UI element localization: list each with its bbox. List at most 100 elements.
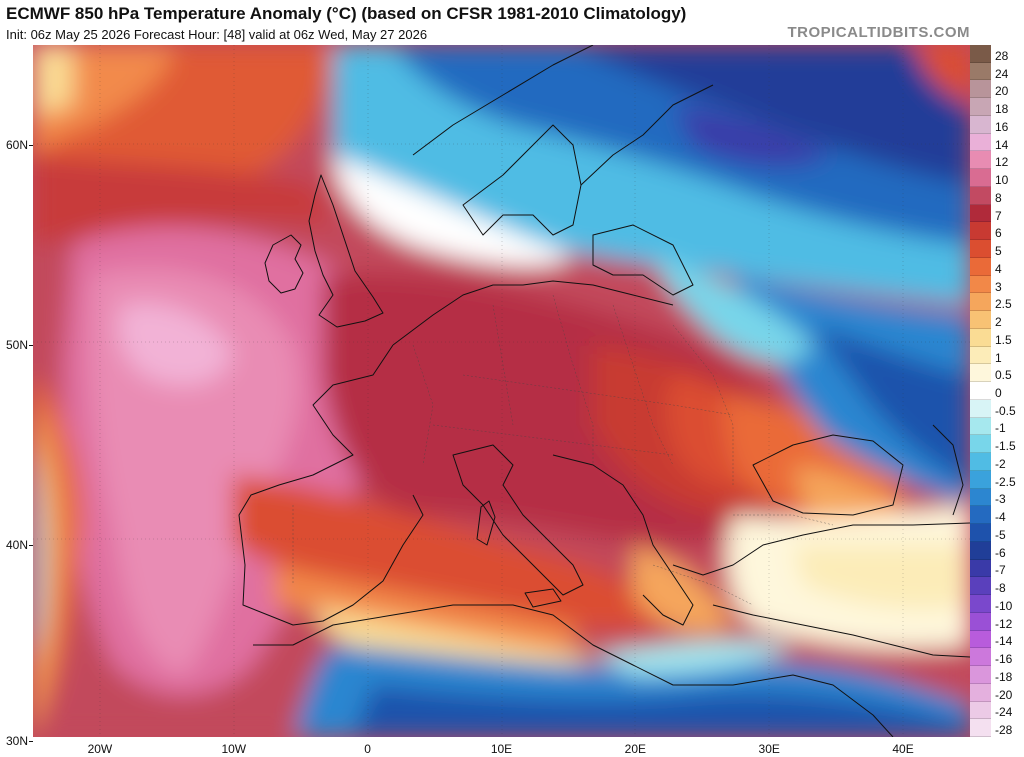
lat-tick: [29, 741, 33, 742]
colorbar-label: -4: [995, 510, 1006, 525]
colorbar-label: -28: [995, 723, 1013, 738]
colorbar-label: 4: [995, 261, 1002, 276]
colorbar-label: -16: [995, 652, 1013, 667]
lat-tick: [29, 145, 33, 146]
colorbar-label: 12: [995, 155, 1009, 170]
colorbar-swatch: [970, 151, 991, 170]
graticule: [33, 45, 970, 737]
colorbar-swatch: [970, 328, 991, 347]
colorbar-swatch: [970, 399, 991, 418]
colorbar-label: -3: [995, 492, 1006, 507]
colorbar-swatch: [970, 612, 991, 631]
colorbar-label: -24: [995, 705, 1013, 720]
colorbar-swatch: [970, 630, 991, 649]
colorbar-label: -6: [995, 545, 1006, 560]
colorbar-swatch: [970, 186, 991, 205]
lon-label-20e: 20E: [624, 742, 647, 756]
colorbar-label: 1: [995, 350, 1002, 365]
colorbar-swatch: [970, 435, 991, 454]
colorbar-swatch: [970, 80, 991, 99]
lat-label-50n: 50N: [5, 338, 28, 352]
colorbar-label: 1.5: [995, 332, 1012, 347]
colorbar-swatch: [970, 701, 991, 720]
colorbar-swatch: [970, 133, 991, 152]
colorbar-label: 0: [995, 386, 1002, 400]
colorbar-swatch: [970, 98, 991, 116]
colorbar-swatch: [970, 683, 991, 702]
colorbar-swatch: [970, 506, 991, 525]
colorbar-swatch: [970, 595, 991, 613]
anomaly-map: [33, 45, 970, 737]
colorbar-swatch: [970, 346, 991, 365]
map-title: ECMWF 850 hPa Temperature Anomaly (°C) (…: [6, 4, 687, 23]
colorbar-label: -1.5: [995, 439, 1016, 454]
colorbar-label: 16: [995, 119, 1009, 134]
colorbar-swatch: [970, 666, 991, 684]
colorbar-label: 2: [995, 315, 1002, 330]
colorbar-label: 8: [995, 190, 1002, 205]
colorbar-label: -14: [995, 634, 1013, 649]
colorbar-swatch: [970, 648, 991, 667]
colorbar-swatch: [970, 275, 991, 294]
colorbar-label: -12: [995, 616, 1013, 631]
colorbar-label: -0.5: [995, 403, 1016, 418]
colorbar-swatch: [970, 169, 991, 187]
lat-label-40n: 40N: [5, 538, 28, 552]
forecast-subtitle: Init: 06z May 25 2026 Forecast Hour: [48…: [6, 27, 428, 42]
lat-label-60n: 60N: [5, 138, 28, 152]
colorbar-swatch: [970, 524, 991, 542]
colorbar-label: 3: [995, 279, 1002, 294]
colorbar-swatch: [970, 541, 991, 560]
colorbar-swatch: [970, 45, 991, 63]
colorbar-label: 6: [995, 226, 1002, 241]
colorbar-legend: 28 24 20 18 16 14 12 10 8 7 6 5 4 3 2.5 2 1.5 1 0.5 0 -0.5 -1…: [970, 45, 1024, 737]
latitude-axis: 60N 50N 40N 30N: [0, 45, 33, 748]
colorbar-swatch: [970, 293, 991, 312]
colorbar-swatch: [970, 311, 991, 329]
colorbar-swatch: [970, 453, 991, 471]
colorbar-swatch: [970, 470, 991, 489]
colorbar-swatch: [970, 257, 991, 276]
borders: [292, 294, 834, 606]
anomaly-map-svg: [33, 45, 970, 737]
colorbar-label: -1: [995, 421, 1006, 436]
colorbar-label: -2.5: [995, 474, 1016, 489]
colorbar-label: -18: [995, 669, 1013, 684]
colorbar-swatch: [970, 364, 991, 383]
colorbar-label: -10: [995, 598, 1013, 613]
lon-label-20w: 20W: [87, 742, 113, 756]
lon-label-0: 0: [364, 742, 371, 756]
colorbar-swatch: [970, 115, 991, 134]
lat-label-30n: 30N: [5, 734, 28, 748]
brand-watermark: TROPICALTIDBITS.COM: [787, 24, 970, 41]
colorbar-label: 0.5: [995, 368, 1012, 383]
colorbar-label: 7: [995, 208, 1002, 223]
colorbar-label: -8: [995, 581, 1006, 596]
colorbar-swatch: [970, 488, 991, 507]
colorbar-swatch: [970, 417, 991, 436]
colorbar-label: 10: [995, 173, 1009, 188]
lat-tick: [29, 345, 33, 346]
colorbar-swatch: [970, 222, 991, 241]
colorbar-label: -20: [995, 687, 1013, 702]
colorbar-label: 20: [995, 84, 1009, 99]
lon-label-30e: 30E: [758, 742, 780, 756]
colorbar-swatch: [970, 62, 991, 81]
colorbar-swatch: [970, 559, 991, 578]
coastlines: [238, 45, 970, 737]
anomaly-fill: [33, 45, 970, 737]
colorbar-label: 2.5: [995, 297, 1012, 312]
lon-label-10e: 10E: [490, 742, 513, 756]
lon-label-40e: 40E: [892, 742, 914, 756]
colorbar-label: 14: [995, 137, 1009, 152]
longitude-axis: 20W 10W 0 10E 20E 30E 40E: [33, 737, 970, 757]
colorbar-swatch: [970, 240, 991, 258]
colorbar-label: 5: [995, 244, 1002, 259]
colorbar-label: 18: [995, 102, 1009, 117]
colorbar-swatch: [970, 204, 991, 223]
colorbar-label: 24: [995, 66, 1009, 81]
colorbar-swatch: [970, 577, 991, 596]
colorbar-label: -2: [995, 456, 1006, 471]
colorbar-label: 28: [995, 48, 1009, 63]
lon-label-10w: 10W: [221, 742, 247, 756]
